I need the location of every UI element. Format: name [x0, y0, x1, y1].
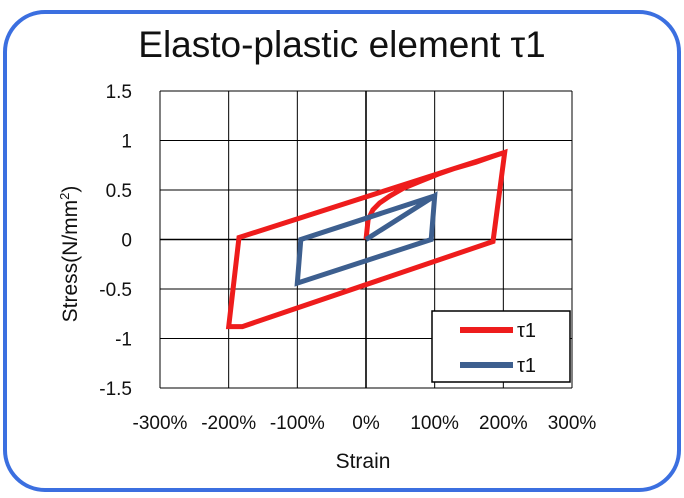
series-layer: [225, 148, 508, 330]
chart-title: Elasto-plastic element τ1: [138, 24, 546, 65]
tick-layer: 1.5 1 0.5 0 -0.5 -1 -1.5-300% -200% -100% 0% 100% 2…: [99, 82, 596, 434]
y-tick-label: 1.5: [106, 82, 132, 103]
y-tick-label: -1.5: [99, 379, 132, 400]
y-tick-label: 0: [121, 231, 132, 252]
legend: τ1 τ1: [431, 310, 571, 383]
x-axis-title: Strain: [336, 450, 391, 473]
x-tick-label: -100%: [270, 413, 325, 434]
legend-label-blue: τ1: [517, 355, 536, 377]
x-tick-label: 100%: [410, 413, 459, 434]
legend-box: [431, 310, 571, 383]
y-tick-label: -1: [115, 330, 132, 351]
y-tick-label: -0.5: [99, 280, 132, 301]
y-axis-title-end: ): [59, 186, 82, 193]
y-axis-title-sup: 2: [57, 193, 72, 200]
x-tick-label: -200%: [201, 413, 256, 434]
x-tick-label: 0%: [352, 413, 380, 434]
series-line-red: [225, 148, 508, 330]
chart-frame: [3, 10, 681, 492]
y-axis-title: Stress(N/mm2): [57, 186, 82, 323]
series-line-blue: [294, 191, 438, 287]
y-axis-title-main: Stress(N/mm: [59, 200, 82, 323]
y-tick-label: 0.5: [106, 181, 132, 202]
x-tick-label: -300%: [133, 413, 188, 434]
legend-label-red: τ1: [517, 320, 536, 342]
x-tick-label: 300%: [548, 413, 597, 434]
y-tick-label: 1: [121, 132, 132, 153]
x-tick-label: 200%: [479, 413, 528, 434]
